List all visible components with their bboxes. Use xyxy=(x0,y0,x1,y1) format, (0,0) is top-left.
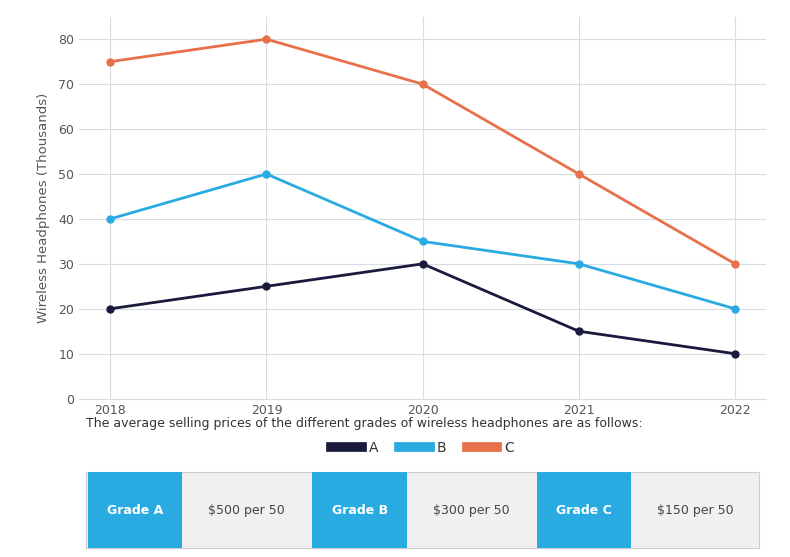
B xyxy=(261,170,271,177)
A xyxy=(574,328,584,335)
FancyBboxPatch shape xyxy=(537,472,631,549)
FancyBboxPatch shape xyxy=(313,472,407,549)
C xyxy=(418,81,427,87)
Line: B: B xyxy=(107,170,739,312)
A xyxy=(106,305,115,312)
B xyxy=(106,216,115,222)
Legend: A, B, C: A, B, C xyxy=(325,436,520,461)
C xyxy=(261,36,271,42)
FancyBboxPatch shape xyxy=(88,472,182,549)
C xyxy=(106,58,115,65)
Line: A: A xyxy=(107,260,739,357)
Text: Grade B: Grade B xyxy=(332,504,388,517)
B xyxy=(418,238,427,245)
Text: $300 per 50: $300 per 50 xyxy=(432,504,509,517)
Line: C: C xyxy=(107,36,739,267)
C xyxy=(574,170,584,177)
C xyxy=(730,261,739,267)
A xyxy=(730,350,739,357)
Text: Grade C: Grade C xyxy=(556,504,612,517)
A xyxy=(418,261,427,267)
Text: Grade A: Grade A xyxy=(107,504,164,517)
A xyxy=(261,283,271,290)
FancyBboxPatch shape xyxy=(86,472,759,549)
B xyxy=(730,305,739,312)
Text: $500 per 50: $500 per 50 xyxy=(208,504,284,517)
B xyxy=(574,261,584,267)
Y-axis label: Wireless Headphones (Thousands): Wireless Headphones (Thousands) xyxy=(37,92,50,323)
Text: $150 per 50: $150 per 50 xyxy=(657,504,734,517)
Text: The average selling prices of the different grades of wireless headphones are as: The average selling prices of the differ… xyxy=(86,417,642,430)
